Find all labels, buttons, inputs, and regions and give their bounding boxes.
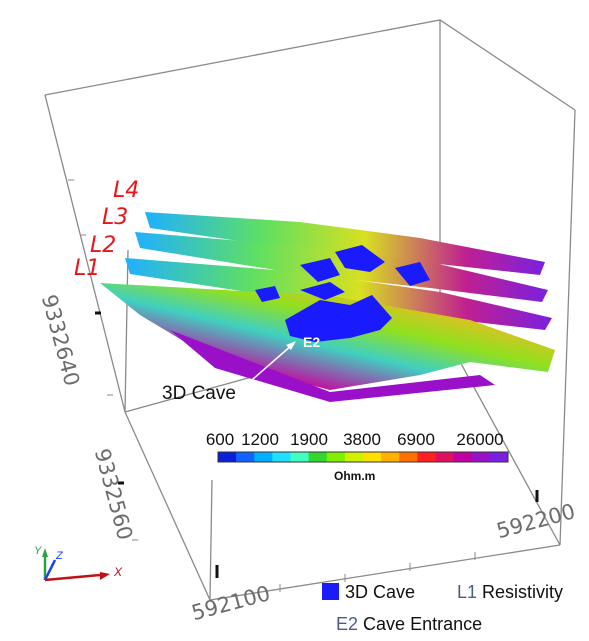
colorbar-segment (272, 452, 291, 462)
legend-resistivity: L1 Resistivity (457, 582, 563, 603)
colorbar-segment (489, 452, 509, 462)
line-label-l4: L4 (113, 178, 140, 203)
colorbar-segment (290, 452, 310, 462)
colorbar-segment (326, 452, 346, 462)
axis-ticks (95, 311, 539, 578)
legend-resistivity-code: L1 (457, 582, 478, 602)
colorbar-segment (218, 452, 237, 462)
slice-l4 (145, 212, 545, 275)
cave-pointer-arrow (237, 341, 296, 393)
colorbar-tick-1: 1200 (241, 430, 279, 449)
colorbar (217, 451, 509, 463)
legend-cave: 3D Cave (322, 582, 415, 603)
triad-y-label: Y (34, 545, 42, 557)
colorbar-segment (236, 452, 255, 462)
colorbar-tick-5: 26000 (456, 430, 504, 449)
colorbar-border (217, 451, 509, 463)
colorbar-segment (435, 452, 455, 462)
legend-cave-label: 3D Cave (345, 582, 416, 602)
entrance-label: E2 (303, 334, 321, 350)
colorbar-segment (381, 452, 400, 462)
axis-triad (42, 548, 110, 582)
colorbar-segment (417, 452, 436, 462)
cave-pointer-label: 3D Cave (162, 383, 236, 404)
legend-entrance: E2 Cave Entrance (336, 614, 482, 635)
colorbar-tick-4: 6900 (397, 430, 435, 449)
triad-z-label: Z (56, 550, 63, 562)
legend-entrance-label: Cave Entrance (363, 614, 483, 634)
colorbar-segment (399, 452, 418, 462)
colorbar-unit: Ohm.m (334, 469, 376, 483)
colorbar-tick-0: 600 (205, 430, 235, 449)
line-label-l2: L2 (90, 233, 117, 258)
triad-x-label: X (114, 565, 123, 579)
colorbar-segment (471, 452, 491, 462)
colorbar-tick-3: 3800 (343, 430, 381, 449)
legend-resistivity-label: Resistivity (482, 582, 564, 602)
colorbar-segment (308, 452, 328, 462)
colorbar-segment (254, 452, 273, 462)
legend-cave-swatch (322, 583, 339, 600)
colorbar-segment (453, 452, 473, 462)
cave-body (255, 245, 430, 342)
colorbar-segment (363, 452, 382, 462)
colorbar-segment (344, 452, 364, 462)
legend-entrance-code: E2 (336, 614, 359, 634)
slice-l3 (135, 232, 548, 302)
colorbar-tick-2: 1900 (290, 430, 328, 449)
line-label-l3: L3 (102, 205, 129, 230)
line-label-l1: L1 (74, 256, 101, 281)
